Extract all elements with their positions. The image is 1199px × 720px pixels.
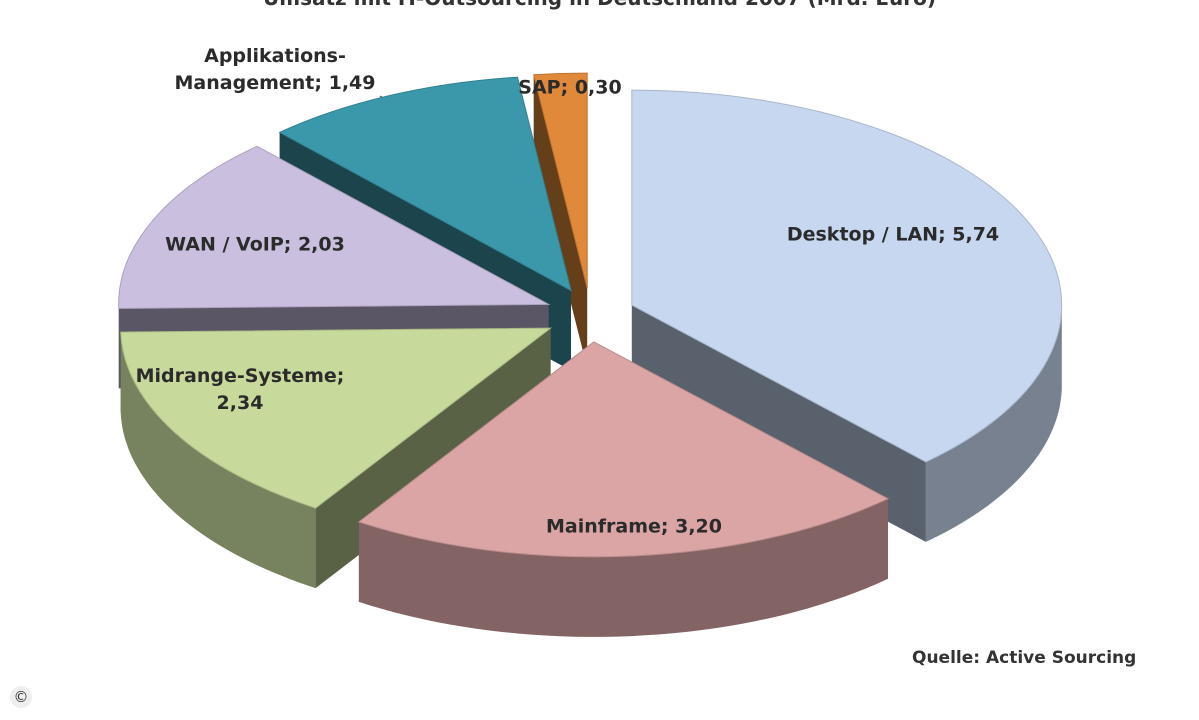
pie-slice [278, 76, 572, 292]
slice-side [533, 74, 588, 369]
chart-title: Umsatz mit IT-Outsourcing in Deutschland… [0, 0, 1199, 10]
pie-slice [631, 89, 1063, 463]
copyright-badge: © [10, 686, 32, 708]
pie-slice [357, 341, 890, 558]
slice-side [925, 305, 1062, 542]
pie-slice [118, 145, 551, 309]
data-label: Mainframe; 3,20 [545, 515, 723, 538]
data-label: Midrange-Systeme; 2,34 [135, 365, 345, 414]
pie-slice [120, 327, 553, 509]
pie-slice [533, 72, 588, 289]
data-label: Desktop / LAN; 5,74 [786, 223, 1000, 246]
data-label: Applikations- Management; 1,49 [174, 45, 376, 94]
slice-side [120, 332, 316, 589]
data-label: SAP; 0,30 [518, 76, 622, 99]
slice-side [358, 498, 888, 637]
data-label: WAN / VoIP; 2,03 [165, 233, 345, 256]
source-note: Quelle: Active Sourcing [912, 648, 1137, 668]
